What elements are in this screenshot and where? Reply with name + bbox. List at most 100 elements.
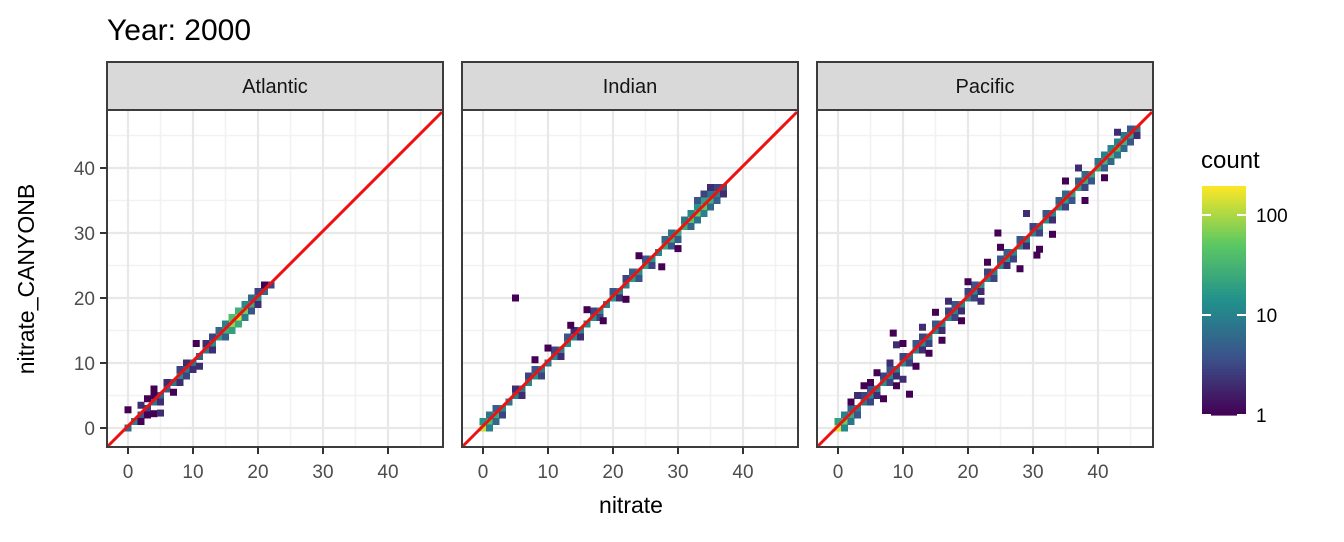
bin (964, 278, 972, 286)
bin (694, 216, 701, 224)
bin (880, 395, 887, 403)
bin (867, 398, 874, 406)
bin (886, 366, 894, 373)
bin (1120, 132, 1128, 139)
panel-border (461, 109, 799, 448)
bin (971, 281, 978, 289)
legend-tick-label: 10 (1256, 306, 1277, 327)
bin (215, 327, 223, 334)
x-tick-label: 40 (1087, 462, 1108, 483)
legend-colorbar (1202, 186, 1246, 416)
bin (622, 295, 630, 303)
bin (209, 333, 216, 341)
panel-border (106, 109, 444, 448)
bin (893, 372, 900, 380)
bin (847, 405, 855, 412)
bin (1062, 203, 1069, 211)
bin (912, 340, 920, 347)
panel-area (106, 109, 444, 448)
bin (512, 385, 519, 393)
bin (681, 216, 688, 224)
bin (228, 314, 236, 321)
facet-label: Pacific (956, 76, 1015, 98)
bin (854, 392, 861, 399)
bin (860, 382, 868, 390)
bin (919, 346, 926, 354)
bin (150, 410, 158, 418)
bin (1036, 229, 1043, 237)
bin (867, 379, 874, 386)
bin (919, 323, 926, 331)
x-tick-label: 30 (312, 462, 333, 483)
bin (1016, 236, 1024, 243)
y-axis-title: nitrate_CANYONB (13, 184, 39, 374)
x-axis-ticks: 0 10 20 30 40 (478, 447, 754, 483)
bin (1101, 164, 1108, 172)
bin (196, 362, 203, 370)
x-tick-label: 40 (377, 462, 398, 483)
bin (720, 190, 727, 198)
bin (674, 245, 682, 253)
bin (1003, 262, 1011, 269)
identity-line (461, 110, 799, 448)
bin (945, 297, 952, 305)
bin (635, 275, 643, 282)
bin (499, 411, 506, 419)
bin (622, 275, 630, 282)
bin (635, 252, 643, 260)
bin (1107, 158, 1115, 165)
facet-label: Atlantic (242, 76, 308, 98)
x-tick-label: 0 (478, 462, 489, 483)
bin (847, 398, 855, 406)
x-tick-label: 0 (833, 462, 844, 483)
bin (567, 321, 575, 329)
x-tick-label: 30 (1022, 462, 1043, 483)
x-tick-label: 10 (182, 462, 203, 483)
bin (694, 197, 701, 204)
bin (209, 346, 216, 354)
bin (997, 243, 1004, 251)
bin (599, 317, 607, 325)
bin (958, 317, 965, 325)
bin (893, 382, 900, 390)
panel-atlantic: Atlantic 0 10 20 30 40 0 10 20 30 40 (74, 61, 444, 483)
bin (1049, 230, 1056, 238)
bin (616, 294, 623, 302)
bin (157, 409, 164, 417)
x-axis-ticks: 0 10 20 30 40 (833, 447, 1109, 483)
bin (577, 333, 584, 341)
panel-area (816, 109, 1154, 448)
bin (668, 229, 675, 237)
bin (261, 281, 268, 289)
bin (144, 395, 151, 403)
y-tick-label: 40 (74, 159, 95, 180)
bin (544, 344, 552, 352)
bin (899, 375, 907, 383)
bin (994, 229, 1002, 237)
bin (144, 411, 151, 419)
bin (707, 184, 714, 191)
bin (977, 288, 985, 295)
bin (899, 340, 907, 347)
bin (658, 263, 666, 271)
bin (254, 301, 262, 308)
bin (538, 372, 545, 380)
bin (873, 392, 881, 399)
bin (150, 392, 158, 399)
facet-label: Indian (603, 76, 658, 98)
bin (222, 320, 229, 328)
bin (700, 190, 708, 198)
bin (531, 366, 539, 373)
bin (932, 320, 939, 328)
bin (570, 327, 578, 334)
bin (629, 268, 636, 276)
bin (642, 255, 649, 263)
bin (531, 356, 539, 364)
bin (1127, 138, 1134, 146)
bin (189, 366, 197, 373)
panel-indian: Indian 0 10 20 30 40 (461, 61, 799, 483)
bin (1016, 265, 1024, 273)
y-tick-label: 30 (74, 224, 95, 245)
bin (984, 258, 991, 266)
bin (687, 210, 695, 217)
